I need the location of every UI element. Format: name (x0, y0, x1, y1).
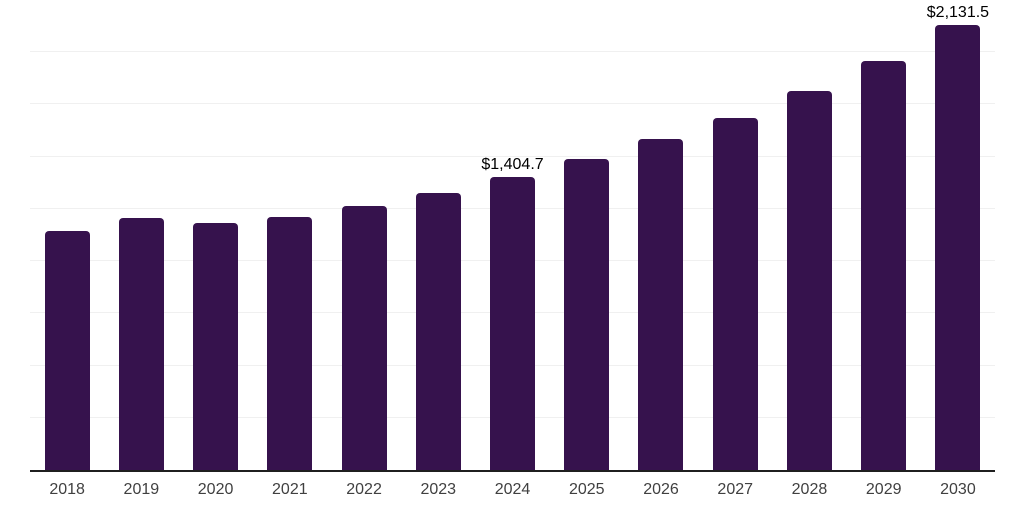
bar-2030 (935, 24, 981, 470)
bar-slot-2025 (550, 0, 624, 470)
bar-slot-2019 (104, 0, 178, 470)
bar-2020 (193, 222, 239, 470)
bar-2023 (415, 192, 461, 470)
bar-2018 (44, 231, 90, 470)
gridline-1500 (30, 155, 995, 157)
bar-slot-2029 (847, 0, 921, 470)
x-tick-label-2018: 2018 (49, 481, 85, 498)
gridline-2000 (30, 51, 995, 53)
bars-row: $1,404.7 $2,131.5 (30, 0, 995, 470)
bar-2024 (490, 176, 536, 470)
data-label-2030: $2,131.5 (926, 3, 990, 21)
x-tick-label-2026: 2026 (643, 481, 679, 498)
bar-slot-2030: $2,131.5 (921, 0, 995, 470)
bar-2021 (267, 216, 313, 470)
x-tick-label-2024: 2024 (494, 481, 531, 498)
bar-slot-2023 (401, 0, 475, 470)
x-tick-label-2027: 2027 (717, 481, 754, 498)
x-axis: 2018 2019 2020 2021 2022 2023 2024 2025 2026 2027… (30, 480, 995, 500)
x-tick-label-2025: 2025 (568, 481, 605, 498)
bar-2025 (564, 158, 610, 470)
x-tick-label-2020: 2020 (197, 481, 234, 498)
x-tick-label-2022: 2022 (346, 481, 382, 498)
x-tick-label-2029: 2029 (865, 481, 902, 498)
x-tick-label-2023: 2023 (420, 481, 457, 498)
bar-2029 (861, 60, 907, 470)
data-label-2024: $1,404.7 (481, 155, 544, 173)
bar-slot-2026 (624, 0, 698, 470)
bar-2022 (341, 205, 387, 470)
x-tick-label-2030: 2030 (940, 481, 976, 498)
x-tick-label-2028: 2028 (791, 481, 828, 498)
bar-slot-2022 (327, 0, 401, 470)
plot-area: $1,404.7 $2,131.5 (30, 0, 995, 472)
bar-2028 (786, 90, 832, 470)
bar-2026 (638, 138, 684, 470)
bar-slot-2018 (30, 0, 104, 470)
bar-slot-2024: $1,404.7 (475, 0, 549, 470)
bar-slot-2021 (253, 0, 327, 470)
bar-slot-2027 (698, 0, 772, 470)
bar-2027 (712, 117, 758, 470)
x-tick-label-2019: 2019 (123, 481, 160, 498)
bar-slot-2028 (772, 0, 846, 470)
x-tick-label-2021: 2021 (272, 481, 308, 498)
bar-slot-2020 (178, 0, 252, 470)
bar-2019 (118, 217, 164, 470)
gridline-1750 (30, 103, 995, 105)
